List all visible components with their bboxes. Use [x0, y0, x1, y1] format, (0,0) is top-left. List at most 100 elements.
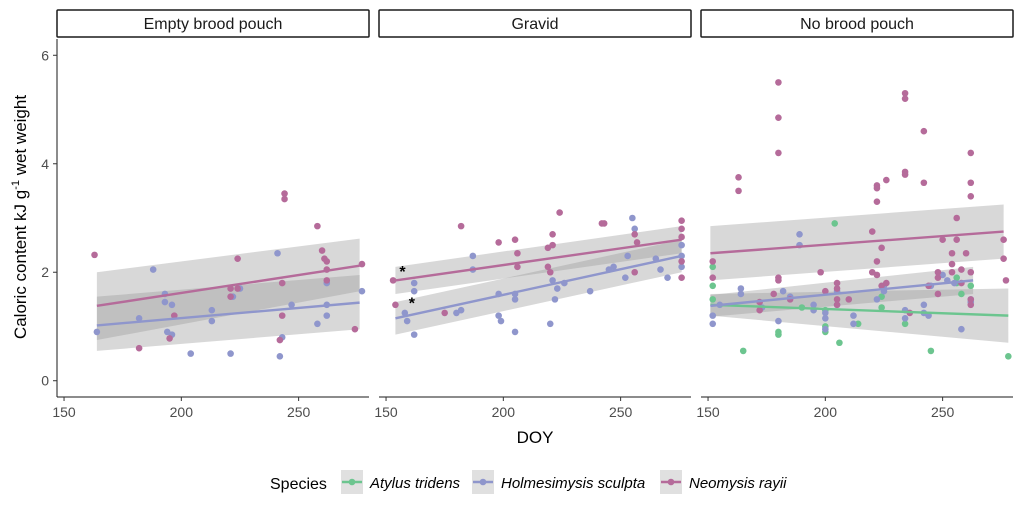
point-neomysis-rayii — [556, 209, 563, 216]
point-holmesimysis-sculpta — [850, 320, 857, 328]
point-neomysis-rayii — [868, 228, 876, 235]
point-neomysis-rayii — [901, 95, 909, 102]
point-neomysis-rayii — [392, 301, 399, 309]
panel-strip — [56, 9, 370, 38]
point-holmesimysis-sculpta — [187, 350, 195, 357]
legend-key-point — [667, 478, 675, 486]
x-tick-label: 200 — [170, 404, 194, 420]
point-neomysis-rayii — [546, 268, 554, 276]
point-holmesimysis-sculpta — [469, 252, 477, 260]
point-neomysis-rayii — [514, 249, 521, 257]
legend-label: Holmesimysis sculpta — [501, 475, 645, 492]
point-neomysis-rayii — [822, 287, 829, 295]
point-holmesimysis-sculpta — [624, 252, 631, 260]
point-atylus-tridens — [953, 274, 960, 281]
point-neomysis-rayii — [678, 274, 685, 281]
point-holmesimysis-sculpta — [511, 328, 519, 336]
point-holmesimysis-sculpta — [678, 241, 685, 249]
point-holmesimysis-sculpta — [664, 274, 671, 281]
point-neomysis-rayii — [631, 230, 638, 238]
legend-key-point — [479, 478, 487, 486]
point-neomysis-rayii — [775, 79, 782, 86]
x-tick-label: 250 — [931, 404, 955, 420]
point-neomysis-rayii — [934, 268, 942, 276]
point-atylus-tridens — [927, 347, 935, 355]
point-neomysis-rayii — [318, 247, 326, 254]
fit-line-neomysis-rayii — [96, 264, 360, 308]
x-tick-label: 250 — [609, 404, 633, 420]
point-neomysis-rayii — [495, 239, 502, 246]
point-neomysis-rayii — [323, 258, 331, 265]
point-neomysis-rayii — [709, 258, 717, 265]
legend-label: Atylus tridens — [369, 475, 461, 492]
fit-line-neomysis-rayii — [395, 238, 682, 282]
point-holmesimysis-sculpta — [168, 301, 176, 309]
point-holmesimysis-sculpta — [208, 317, 216, 325]
legend-entry-holmesimysis-sculpta: Holmesimysis sculpta — [472, 470, 645, 494]
point-neomysis-rayii — [358, 260, 366, 268]
point-holmesimysis-sculpta — [796, 230, 803, 238]
point-neomysis-rayii — [735, 174, 742, 181]
point-holmesimysis-sculpta — [810, 301, 817, 309]
point-holmesimysis-sculpta — [457, 306, 465, 314]
point-neomysis-rayii — [833, 296, 841, 303]
point-atylus-tridens — [831, 220, 839, 227]
point-neomysis-rayii — [166, 335, 173, 342]
point-neomysis-rayii — [939, 236, 946, 243]
point-neomysis-rayii — [234, 255, 241, 262]
point-neomysis-rayii — [934, 290, 942, 298]
point-holmesimysis-sculpta — [678, 252, 685, 260]
point-holmesimysis-sculpta — [822, 325, 829, 333]
point-neomysis-rayii — [883, 176, 890, 184]
panels-layer: Empty brood pouch 0 2 4 6 150 200 250 Gravid 150 2… — [41, 9, 1014, 420]
point-neomysis-rayii — [511, 236, 519, 243]
point-holmesimysis-sculpta — [873, 296, 881, 303]
point-holmesimysis-sculpta — [497, 317, 505, 325]
point-neomysis-rayii — [709, 274, 717, 281]
panel-title: No brood pouch — [800, 16, 914, 33]
point-neomysis-rayii — [873, 258, 881, 265]
point-holmesimysis-sculpta — [410, 331, 418, 338]
point-neomysis-rayii — [948, 260, 956, 268]
point-neomysis-rayii — [873, 271, 881, 279]
point-neomysis-rayii — [775, 114, 782, 121]
point-holmesimysis-sculpta — [511, 296, 519, 303]
point-neomysis-rayii — [278, 312, 286, 319]
confidence-band-holmesimysis-sculpta — [710, 266, 974, 317]
x-tick-label: 200 — [814, 404, 838, 420]
point-holmesimysis-sculpta — [779, 287, 787, 295]
y-tick-label: 6 — [41, 47, 49, 63]
point-neomysis-rayii — [227, 293, 234, 300]
point-neomysis-rayii — [678, 233, 685, 241]
point-atylus-tridens — [709, 263, 717, 271]
point-neomysis-rayii — [514, 263, 521, 271]
point-neomysis-rayii — [678, 217, 685, 225]
significance-marker: * — [399, 264, 406, 281]
fit-line-holmesimysis-sculpta — [395, 254, 682, 320]
x-axis-title: DOY — [517, 428, 554, 447]
panel-empty-brood-pouch: Empty brood pouch 0 2 4 6 150 200 250 — [41, 9, 370, 420]
panel-gravid: Gravid 150 200 250 ** — [374, 9, 692, 420]
point-holmesimysis-sculpta — [610, 263, 617, 271]
point-neomysis-rayii — [457, 222, 465, 230]
point-holmesimysis-sculpta — [227, 350, 234, 357]
point-neomysis-rayii — [441, 309, 448, 317]
y-tick-label: 4 — [41, 156, 49, 172]
point-neomysis-rayii — [678, 225, 685, 233]
point-neomysis-rayii — [544, 263, 552, 271]
point-neomysis-rayii — [901, 171, 909, 178]
point-neomysis-rayii — [958, 266, 965, 273]
point-neomysis-rayii — [775, 277, 782, 284]
fit-line-holmesimysis-sculpta — [710, 279, 974, 308]
point-neomysis-rayii — [775, 149, 782, 157]
point-neomysis-rayii — [549, 241, 556, 249]
point-holmesimysis-sculpta — [920, 301, 928, 309]
point-neomysis-rayii — [135, 344, 143, 352]
point-holmesimysis-sculpta — [403, 317, 411, 325]
point-neomysis-rayii — [234, 285, 241, 292]
point-holmesimysis-sculpta — [149, 266, 157, 273]
x-tick-label: 250 — [287, 404, 311, 420]
point-holmesimysis-sculpta — [410, 287, 418, 295]
point-holmesimysis-sculpta — [901, 315, 909, 322]
